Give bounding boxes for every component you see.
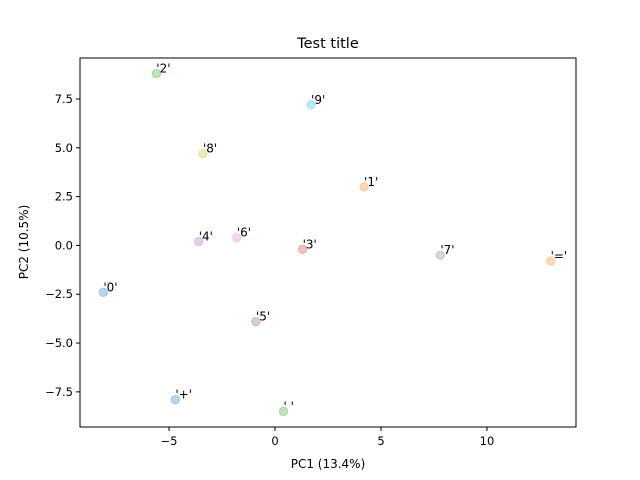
y-tick-label: 0.0: [55, 238, 73, 252]
x-tick-label: 5: [377, 434, 384, 448]
data-point-label: '8': [203, 142, 217, 156]
data-point: [232, 232, 242, 243]
data-point: [278, 406, 289, 417]
data-point: [198, 148, 208, 159]
y-tick-label: −7.5: [45, 385, 73, 399]
data-point-label: '7': [440, 243, 454, 257]
data-point: [297, 244, 308, 255]
y-axis-ticks: −7.5 −5.0 −2.5 0.0 2.5 5.0 7.5: [45, 92, 80, 399]
data-point: [251, 316, 261, 327]
data-point-label: '4': [199, 230, 213, 244]
data-point: [359, 182, 369, 192]
data-point-label: ' ': [283, 399, 293, 413]
y-tick-label: −5.0: [45, 336, 73, 350]
y-axis-label: PC2 (10.5%): [17, 205, 31, 280]
data-point-label: '2': [156, 62, 170, 76]
x-tick-label: 10: [480, 434, 495, 448]
point-labels-layer: '2' '9' '8' '1' '6' '4' '3' '7' '=' '0' '5' '+' ' ': [103, 62, 567, 414]
data-point-label: '+': [175, 388, 192, 402]
data-point: [194, 236, 204, 247]
data-point: [306, 100, 316, 110]
data-point-label: '0': [103, 280, 117, 294]
data-point-label: '6': [237, 226, 251, 240]
data-point: [545, 256, 556, 266]
data-point-label: '=': [551, 249, 568, 263]
data-point: [151, 68, 162, 79]
x-axis-label: PC1 (13.4%): [291, 457, 366, 471]
data-point: [98, 287, 109, 297]
points-layer: [98, 68, 556, 417]
x-tick-label: −5: [161, 434, 178, 448]
y-tick-label: 7.5: [55, 92, 73, 106]
data-point: [435, 250, 446, 260]
x-axis-ticks: −5 0 5 10: [161, 427, 495, 448]
x-tick-label: 0: [271, 434, 278, 448]
data-point-label: '9': [311, 93, 325, 107]
y-tick-label: 5.0: [55, 141, 73, 155]
plot-frame: [79, 57, 577, 428]
data-point-label: '1': [364, 175, 378, 189]
y-tick-label: 2.5: [55, 190, 73, 204]
data-point-label: '5': [256, 310, 270, 324]
data-point: [170, 394, 181, 405]
y-tick-label: −2.5: [45, 287, 73, 301]
chart-title: Test title: [296, 36, 359, 52]
data-point-label: '3': [303, 237, 317, 251]
